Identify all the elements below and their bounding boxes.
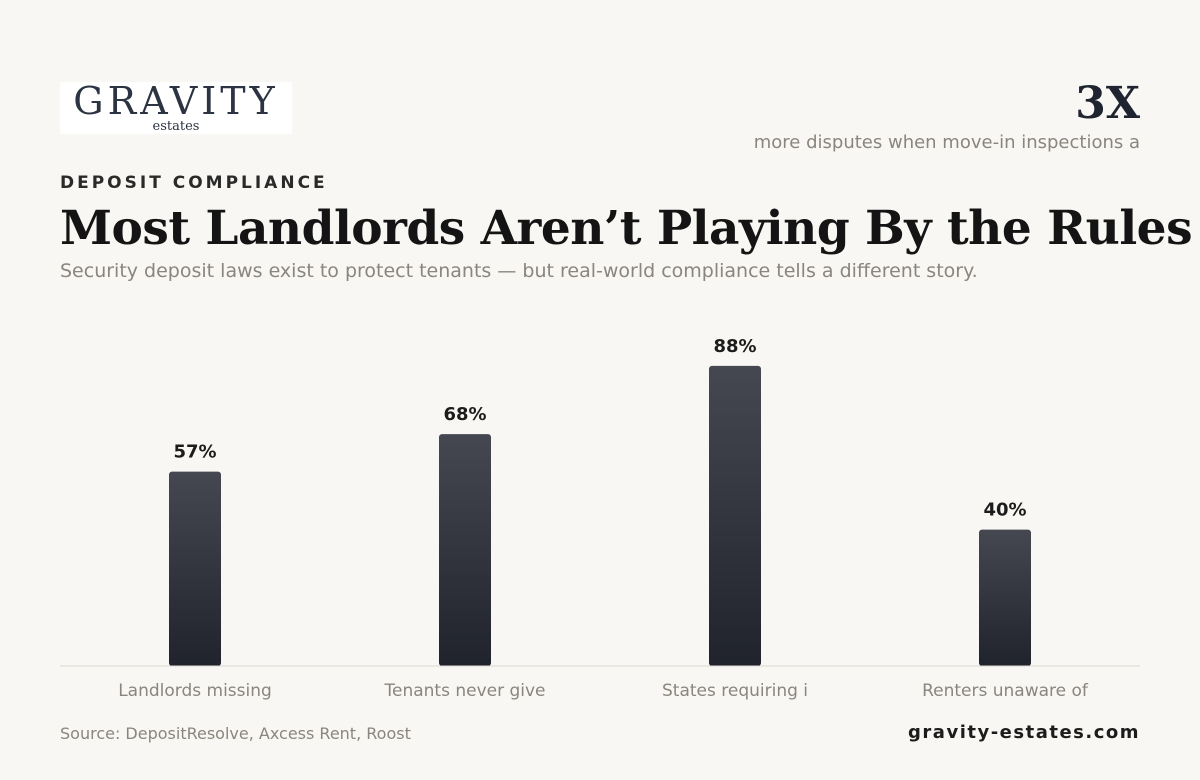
bar-4	[979, 529, 1031, 666]
source-note: Source: DepositResolve, Axcess Rent, Roo…	[60, 724, 411, 743]
stat-value: 3X	[1075, 78, 1140, 129]
section-eyebrow: DEPOSIT COMPLIANCE	[60, 173, 328, 193]
category-label-4: Renters unaware of	[922, 681, 1089, 701]
page-subtitle: Security deposit laws exist to protect t…	[60, 260, 978, 282]
website-link[interactable]: gravity-estates.com	[908, 722, 1140, 743]
value-label-4: 40%	[983, 500, 1026, 521]
bar-3	[709, 365, 761, 666]
bar-2	[439, 434, 491, 666]
value-label-2: 68%	[443, 404, 486, 425]
stat-description: more disputes when move-in inspections a	[753, 132, 1140, 153]
logo-subtitle: estates	[152, 119, 200, 134]
logo-wordmark: GRAVITY	[73, 79, 279, 123]
category-label-3: States requiring i	[662, 681, 808, 701]
category-label-1: Landlords missing	[118, 681, 272, 701]
value-label-1: 57%	[173, 442, 216, 463]
category-label-2: Tenants never give	[383, 681, 545, 701]
value-label-3: 88%	[713, 336, 756, 357]
page-title: Most Landlords Aren’t Playing By the Rul…	[60, 201, 1193, 256]
bar-1	[169, 471, 221, 666]
brand-logo: GRAVITY estates	[60, 82, 292, 134]
